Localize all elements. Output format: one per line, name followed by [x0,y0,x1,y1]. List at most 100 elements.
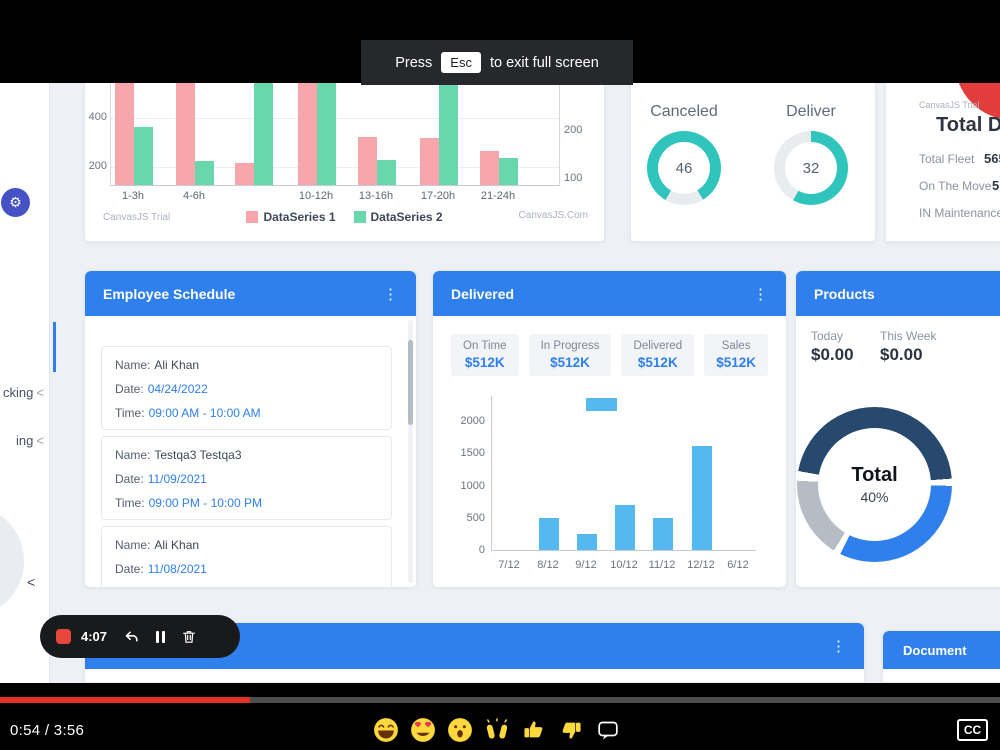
schedule-entry: Name: Ali Khan Date: 04/24/2022 Time: 09:00… [101,346,392,430]
hours-bar [499,158,518,185]
sidebar-collapse-chevron[interactable]: < [27,574,36,590]
status-gauges-card: Canceled Deliver 46 32 [630,83,876,242]
heart-eyes-reaction-button[interactable] [409,716,436,743]
hours-bar [176,83,195,185]
raised-hands-reaction-button[interactable] [483,716,510,743]
y-axis-tick: 0 [478,544,485,556]
legend-swatch [246,211,259,223]
entry-name-row: Name: Ali Khan [115,538,378,552]
hours-bar-chart [110,83,560,186]
entry-date: 11/09/2021 [147,472,207,486]
x-axis-tick: 1-3h [121,190,145,202]
discard-recording-button[interactable] [181,628,197,645]
stat-label: Sales [721,340,751,352]
entry-name-row: Name: Testqa3 Testqa3 [115,448,378,462]
fullscreen-exit-notice: Press Esc to exit full screen [361,40,633,85]
captions-button[interactable]: CC [957,719,988,741]
card-title: Employee Schedule [103,285,236,302]
x-axis-tick: 9/12 [575,559,597,571]
heart-eyes-emoji-icon [410,717,435,742]
laugh-reaction-button[interactable] [372,716,399,743]
gear-icon: ⚙ [9,194,22,210]
stat-box-sales: Sales $512K [704,334,769,376]
entry-date-row: Date: 11/09/2021 [115,472,378,486]
canvasjs-credit-link[interactable]: CanvasJS.Com [518,210,588,221]
scrollbar-thumb[interactable] [408,340,413,425]
y2-axis-tick: 100 [564,172,583,184]
delivered-bar [653,517,673,550]
date-label: Date: [115,472,144,486]
reaction-bar [372,716,621,743]
comment-bubble-icon [597,721,618,739]
stop-recording-button[interactable] [56,629,71,644]
decorative-circle [0,505,24,617]
card-title: Document [903,642,967,658]
document-card: Document [882,630,1000,683]
trial-watermark: CanvasJS Trial [919,100,980,110]
fleet-summary-card: CanvasJS Trial Total D Total Fleet 5656 … [885,83,1000,242]
sidebar-item[interactable]: ing < [0,433,44,448]
entry-time: 09:00 AM - 10:00 AM [148,406,261,420]
kebab-menu[interactable]: ⋮ [753,285,768,303]
kebab-menu[interactable]: ⋮ [383,285,398,303]
stat-label: On Time [463,340,507,352]
pause-recording-button[interactable] [156,630,166,643]
stat-value: $512K [716,355,756,370]
video-time-display: 0:54 / 3:56 [10,722,85,739]
card-header: Employee Schedule ⋮ [85,271,416,316]
products-card: Products Today $0.00 This Week $0.00 Tot… [795,270,1000,588]
hours-chart-card: 400 200 200 100 1-3h 4-6h 10-12h 13-16h … [84,83,605,242]
delivered-bar [577,533,597,550]
surprised-reaction-button[interactable] [446,716,473,743]
hours-bar [358,136,377,185]
donut-hole: Total 40% [818,428,931,541]
gauge-label-deliver: Deliver [786,103,836,120]
pause-bars-icon [156,630,166,643]
hours-bar [195,160,214,185]
donut-center-value: 40% [860,489,889,505]
entry-time-row: Time: 09:00 AM - 10:00 AM [115,406,378,420]
employee-schedule-card: Employee Schedule ⋮ Name: Ali Khan Date: 0… [84,270,417,588]
y-axis-tick: 200 [88,160,107,172]
card-title: Products [814,285,875,302]
sidebar-item-tracking[interactable]: cking < [0,385,44,400]
x-axis-tick: 10-12h [298,190,334,202]
entry-time-row: Time: 09:00 PM - 10:00 PM [115,496,378,510]
settings-fab[interactable]: ⚙ [1,188,30,217]
surprised-emoji-icon [447,717,472,742]
hours-bar [235,163,254,185]
thumbs-down-reaction-button[interactable] [557,716,584,743]
legend-item-dataseries-2[interactable]: DataSeries 2 [353,210,443,224]
video-progress-bar[interactable] [0,697,1000,703]
active-indicator [53,322,56,372]
legend-swatch [353,211,366,223]
entry-name-row: Name: Ali Khan [115,358,378,372]
schedule-list: Name: Ali Khan Date: 04/24/2022 Time: 09:00… [85,316,416,587]
kebab-menu[interactable]: ⋮ [831,638,846,655]
x-axis-tick: 7/12 [498,559,520,571]
x-axis-tick: 13-16h [358,190,394,202]
stat-value: $512K [637,355,678,370]
scrollbar-track[interactable] [408,320,413,583]
hours-bar [439,83,458,185]
thumbs-up-reaction-button[interactable] [520,716,547,743]
sidebar-item-label: cking [3,385,34,400]
stat-value: $0.00 [880,345,923,364]
esc-key: Esc [441,52,481,73]
raised-hands-emoji-icon [486,717,507,739]
x-axis-tick: 11/12 [648,559,676,571]
recording-timer: 4:07 [81,629,108,644]
entry-time-row: Time: 04:00 PM - 05:00 PM [115,586,378,587]
entry-name: Ali Khan [154,358,200,372]
fleet-card-title: Total D [936,114,1000,136]
canceled-gauge-chart: 46 [647,131,721,205]
undo-arrow-icon [125,631,138,642]
undo-button[interactable] [123,628,140,645]
sidebar: cking < ing < < [0,83,50,683]
stat-label: Today [811,329,844,343]
legend-label: DataSeries 1 [263,210,336,224]
hours-bar [377,159,396,185]
card-header: Delivered ⋮ [433,271,786,316]
legend-item-dataseries-1[interactable]: DataSeries 1 [246,210,336,224]
comment-button[interactable] [594,716,621,743]
